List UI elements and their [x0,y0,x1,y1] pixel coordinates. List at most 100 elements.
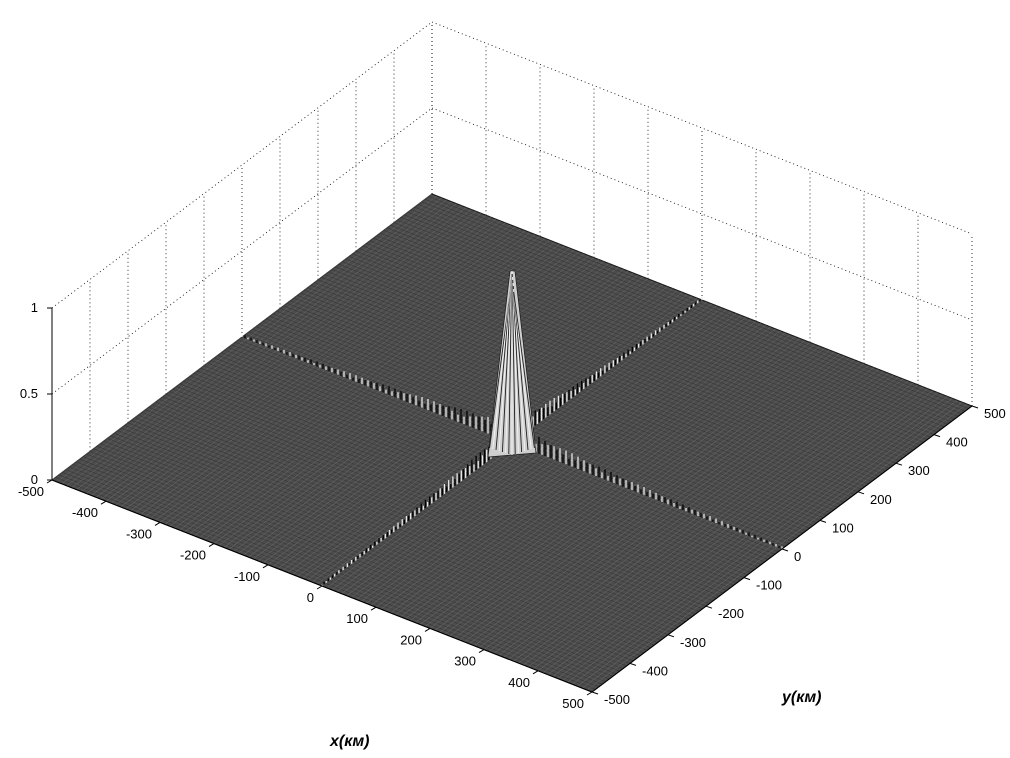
mesh-line-x [454,351,835,639]
axis-layer [46,307,979,696]
x-tick-label: 100 [346,611,368,626]
mesh-line-x [380,322,762,610]
mesh-line-x [356,313,737,600]
mesh-line-x [518,376,899,664]
y-tick [667,634,675,638]
x-tick [316,585,323,590]
x-tick-label: 400 [508,675,530,690]
mesh-line-y [290,300,831,513]
y-tick [781,548,789,552]
mesh-line-x [508,372,889,660]
mesh-line-y [342,261,883,474]
y-tick-label: -200 [718,606,744,621]
mesh-line-y [328,271,869,485]
mesh-line-y [276,310,817,524]
mesh-line-y [386,227,928,441]
mesh-line-x [562,394,943,681]
mesh-line-x [415,336,796,623]
x-tick [532,670,539,675]
gridline-left-wall-z [51,21,433,309]
mesh-line-x [542,386,924,673]
mesh-line-x [370,319,752,606]
x-tick [478,649,485,654]
mesh-line-x [586,403,968,691]
x-tick-label: -500 [18,484,44,499]
mesh-line-x [464,355,845,643]
x-tick-label: -400 [72,505,98,520]
y-tick-label: 200 [870,492,892,507]
y-tick [857,491,865,495]
mesh-line-x [582,401,963,689]
mesh-line-y [418,204,959,417]
y-tick-label: -400 [642,663,668,678]
mesh-line-y [314,282,855,495]
mesh-line-y [293,297,834,511]
mesh-line-y [366,243,907,456]
y-tick-label: 500 [984,406,1006,421]
mesh-line-y [283,305,824,519]
peak-mesh-line [512,285,529,451]
mesh-line-y [352,253,893,467]
mesh-line-y [369,240,910,454]
peak-mesh-line [513,291,535,449]
peak-mesh-line [512,282,526,452]
mesh-line-x [572,398,953,685]
mesh-line-x [400,330,781,618]
mesh-line-x [410,334,791,621]
y-tick [743,577,751,581]
peak-mesh-line [501,279,512,453]
mesh-line-x [424,340,806,627]
y-tick-label: 0 [794,549,801,564]
mesh-line-y [428,196,969,409]
peak-mesh-line [512,276,519,454]
peak-mesh-line [512,279,523,453]
mesh-line-x [557,392,938,679]
y-tick-label: -500 [604,692,630,707]
x-tick [424,627,431,632]
gridline-back-wall-z [431,21,973,235]
peak-mesh-line [508,273,513,455]
z-tick-label: 1 [31,300,38,315]
mesh-line-y [390,224,931,438]
x-tick [100,500,107,505]
y-tick [819,519,827,523]
peak-mesh-line [511,273,516,455]
x-axis-title: x(км) [329,733,370,750]
mesh-line-x [366,317,747,604]
mesh-line-y [404,214,945,428]
mesh-line-x [385,324,766,612]
gridline-left-wall-z [51,107,433,395]
mesh-line-y [376,235,917,448]
mesh-line-y [348,256,890,469]
x-tick-label: 0 [307,590,314,605]
y-tick [933,434,941,438]
mesh-line-x [439,346,820,633]
mesh-line-y [359,248,900,461]
y-tick [705,605,713,609]
mesh-line-y [397,219,938,433]
mesh-line-x [429,342,811,629]
z-tick-label: 0.5 [20,386,38,401]
y-tick [971,405,979,409]
y-tick [895,462,903,466]
mesh-line-x [528,380,909,668]
mesh-line-y [338,263,879,477]
mesh-line-y [272,313,814,526]
mesh-line-y [300,292,841,506]
x-tick [208,543,215,548]
mesh-line-x [434,344,816,631]
mesh-line-y [424,198,966,412]
mesh-line-y [380,232,921,446]
peak-layer [487,270,537,458]
mesh-line-x [493,367,874,654]
peak-mesh-line [489,291,511,449]
mesh-line-y [321,276,862,490]
mesh-line-y [407,211,948,425]
x-tick-label: -300 [126,526,152,541]
mesh-line-x [503,371,884,658]
mesh-line-x [361,315,742,602]
y-tick [591,691,599,695]
